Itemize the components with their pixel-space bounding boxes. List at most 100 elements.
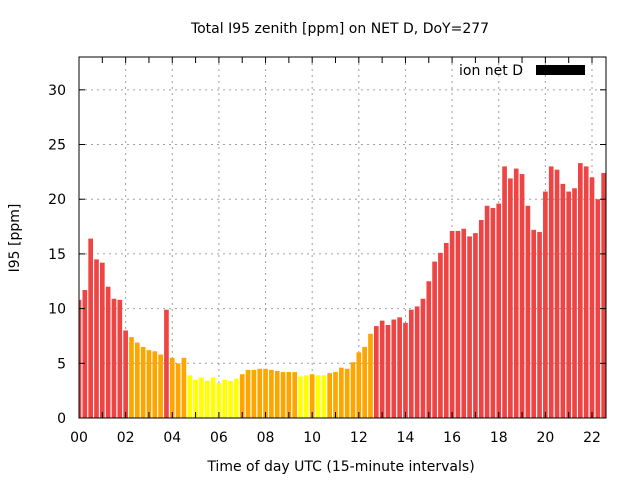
bar — [105, 286, 111, 418]
bar — [473, 233, 478, 418]
bar — [134, 342, 140, 418]
bar — [309, 374, 315, 418]
bar — [280, 372, 286, 418]
bar — [117, 299, 123, 418]
y-tick-label: 15 — [48, 247, 66, 263]
y-tick-label: 0 — [57, 411, 66, 427]
x-tick-label: 12 — [350, 430, 368, 446]
bar — [484, 205, 490, 418]
bar — [99, 262, 105, 418]
bar — [245, 369, 251, 418]
bar — [496, 203, 502, 418]
bar — [566, 191, 572, 418]
bar — [304, 375, 309, 418]
ticks — [78, 57, 606, 419]
y-axis-label: I95 [ppm] — [7, 204, 23, 273]
bar — [339, 367, 344, 418]
y-tick-labels: 0 5 10 15 20 25 30 — [48, 83, 66, 427]
x-tick-label: 06 — [210, 430, 228, 446]
bar — [543, 191, 548, 418]
x-tick-label: 02 — [117, 430, 135, 446]
x-tick-label: 22 — [583, 430, 601, 446]
bar — [175, 363, 181, 418]
bar — [438, 252, 443, 418]
bar — [321, 375, 327, 418]
bar — [315, 375, 321, 418]
bar — [408, 309, 414, 418]
bar — [508, 178, 513, 418]
x-tick-label: 14 — [397, 430, 415, 446]
bar — [257, 368, 263, 418]
legend-swatch — [536, 65, 585, 75]
bar — [158, 354, 163, 418]
bar — [269, 369, 274, 418]
bar — [525, 205, 531, 418]
bar — [140, 346, 146, 418]
bar — [426, 281, 432, 418]
bar — [263, 368, 268, 418]
x-tick-label: 16 — [443, 430, 461, 446]
bar — [146, 350, 152, 418]
bar — [583, 166, 589, 418]
bar — [251, 369, 257, 418]
bar — [362, 346, 367, 418]
bar — [467, 236, 472, 418]
legend-label: ion net D — [459, 63, 523, 79]
bar — [373, 326, 379, 418]
bar — [187, 375, 193, 418]
bar — [397, 317, 402, 418]
bar — [548, 166, 554, 418]
bar — [356, 352, 362, 418]
bar — [79, 299, 82, 418]
bar — [490, 207, 496, 418]
y-tick-label: 20 — [48, 192, 66, 208]
bar — [578, 163, 583, 418]
bar — [449, 230, 455, 418]
bar — [531, 229, 537, 418]
bar — [344, 368, 350, 418]
bar — [461, 228, 467, 418]
bar — [554, 169, 560, 418]
bar — [199, 377, 204, 418]
x-tick-label: 04 — [163, 430, 181, 446]
bar — [537, 232, 542, 418]
y-tick-label: 25 — [48, 138, 66, 154]
bars — [79, 163, 606, 418]
bar — [385, 325, 391, 418]
bar — [228, 380, 233, 418]
bar — [298, 376, 303, 418]
bar — [181, 357, 187, 418]
bar — [432, 261, 437, 418]
x-axis-label: Time of day UTC (15-minute intervals) — [206, 459, 474, 475]
x-tick-label: 08 — [257, 430, 275, 446]
bar — [292, 372, 298, 418]
y-tick-label: 10 — [48, 302, 66, 318]
bar — [88, 238, 93, 418]
y-tick-label: 5 — [57, 356, 66, 372]
bar — [129, 337, 134, 418]
bar — [164, 309, 169, 418]
bar — [216, 382, 222, 418]
x-tick-label: 20 — [536, 430, 554, 446]
bar — [560, 183, 566, 418]
bar — [420, 298, 426, 418]
bar — [350, 362, 356, 418]
bar — [368, 333, 373, 418]
y-tick-label: 30 — [48, 83, 66, 99]
x-tick-label: 18 — [490, 430, 508, 446]
bar — [169, 357, 175, 418]
bar — [572, 188, 577, 418]
bar — [379, 320, 385, 418]
bar — [391, 319, 397, 418]
bar — [152, 351, 158, 418]
bar — [94, 259, 99, 418]
bar — [455, 230, 461, 418]
bar — [519, 174, 525, 418]
bar — [239, 374, 245, 418]
bar — [286, 372, 292, 418]
bar — [513, 168, 519, 418]
bar — [234, 378, 239, 418]
bar — [478, 219, 484, 418]
x-tick-label: 10 — [303, 430, 321, 446]
